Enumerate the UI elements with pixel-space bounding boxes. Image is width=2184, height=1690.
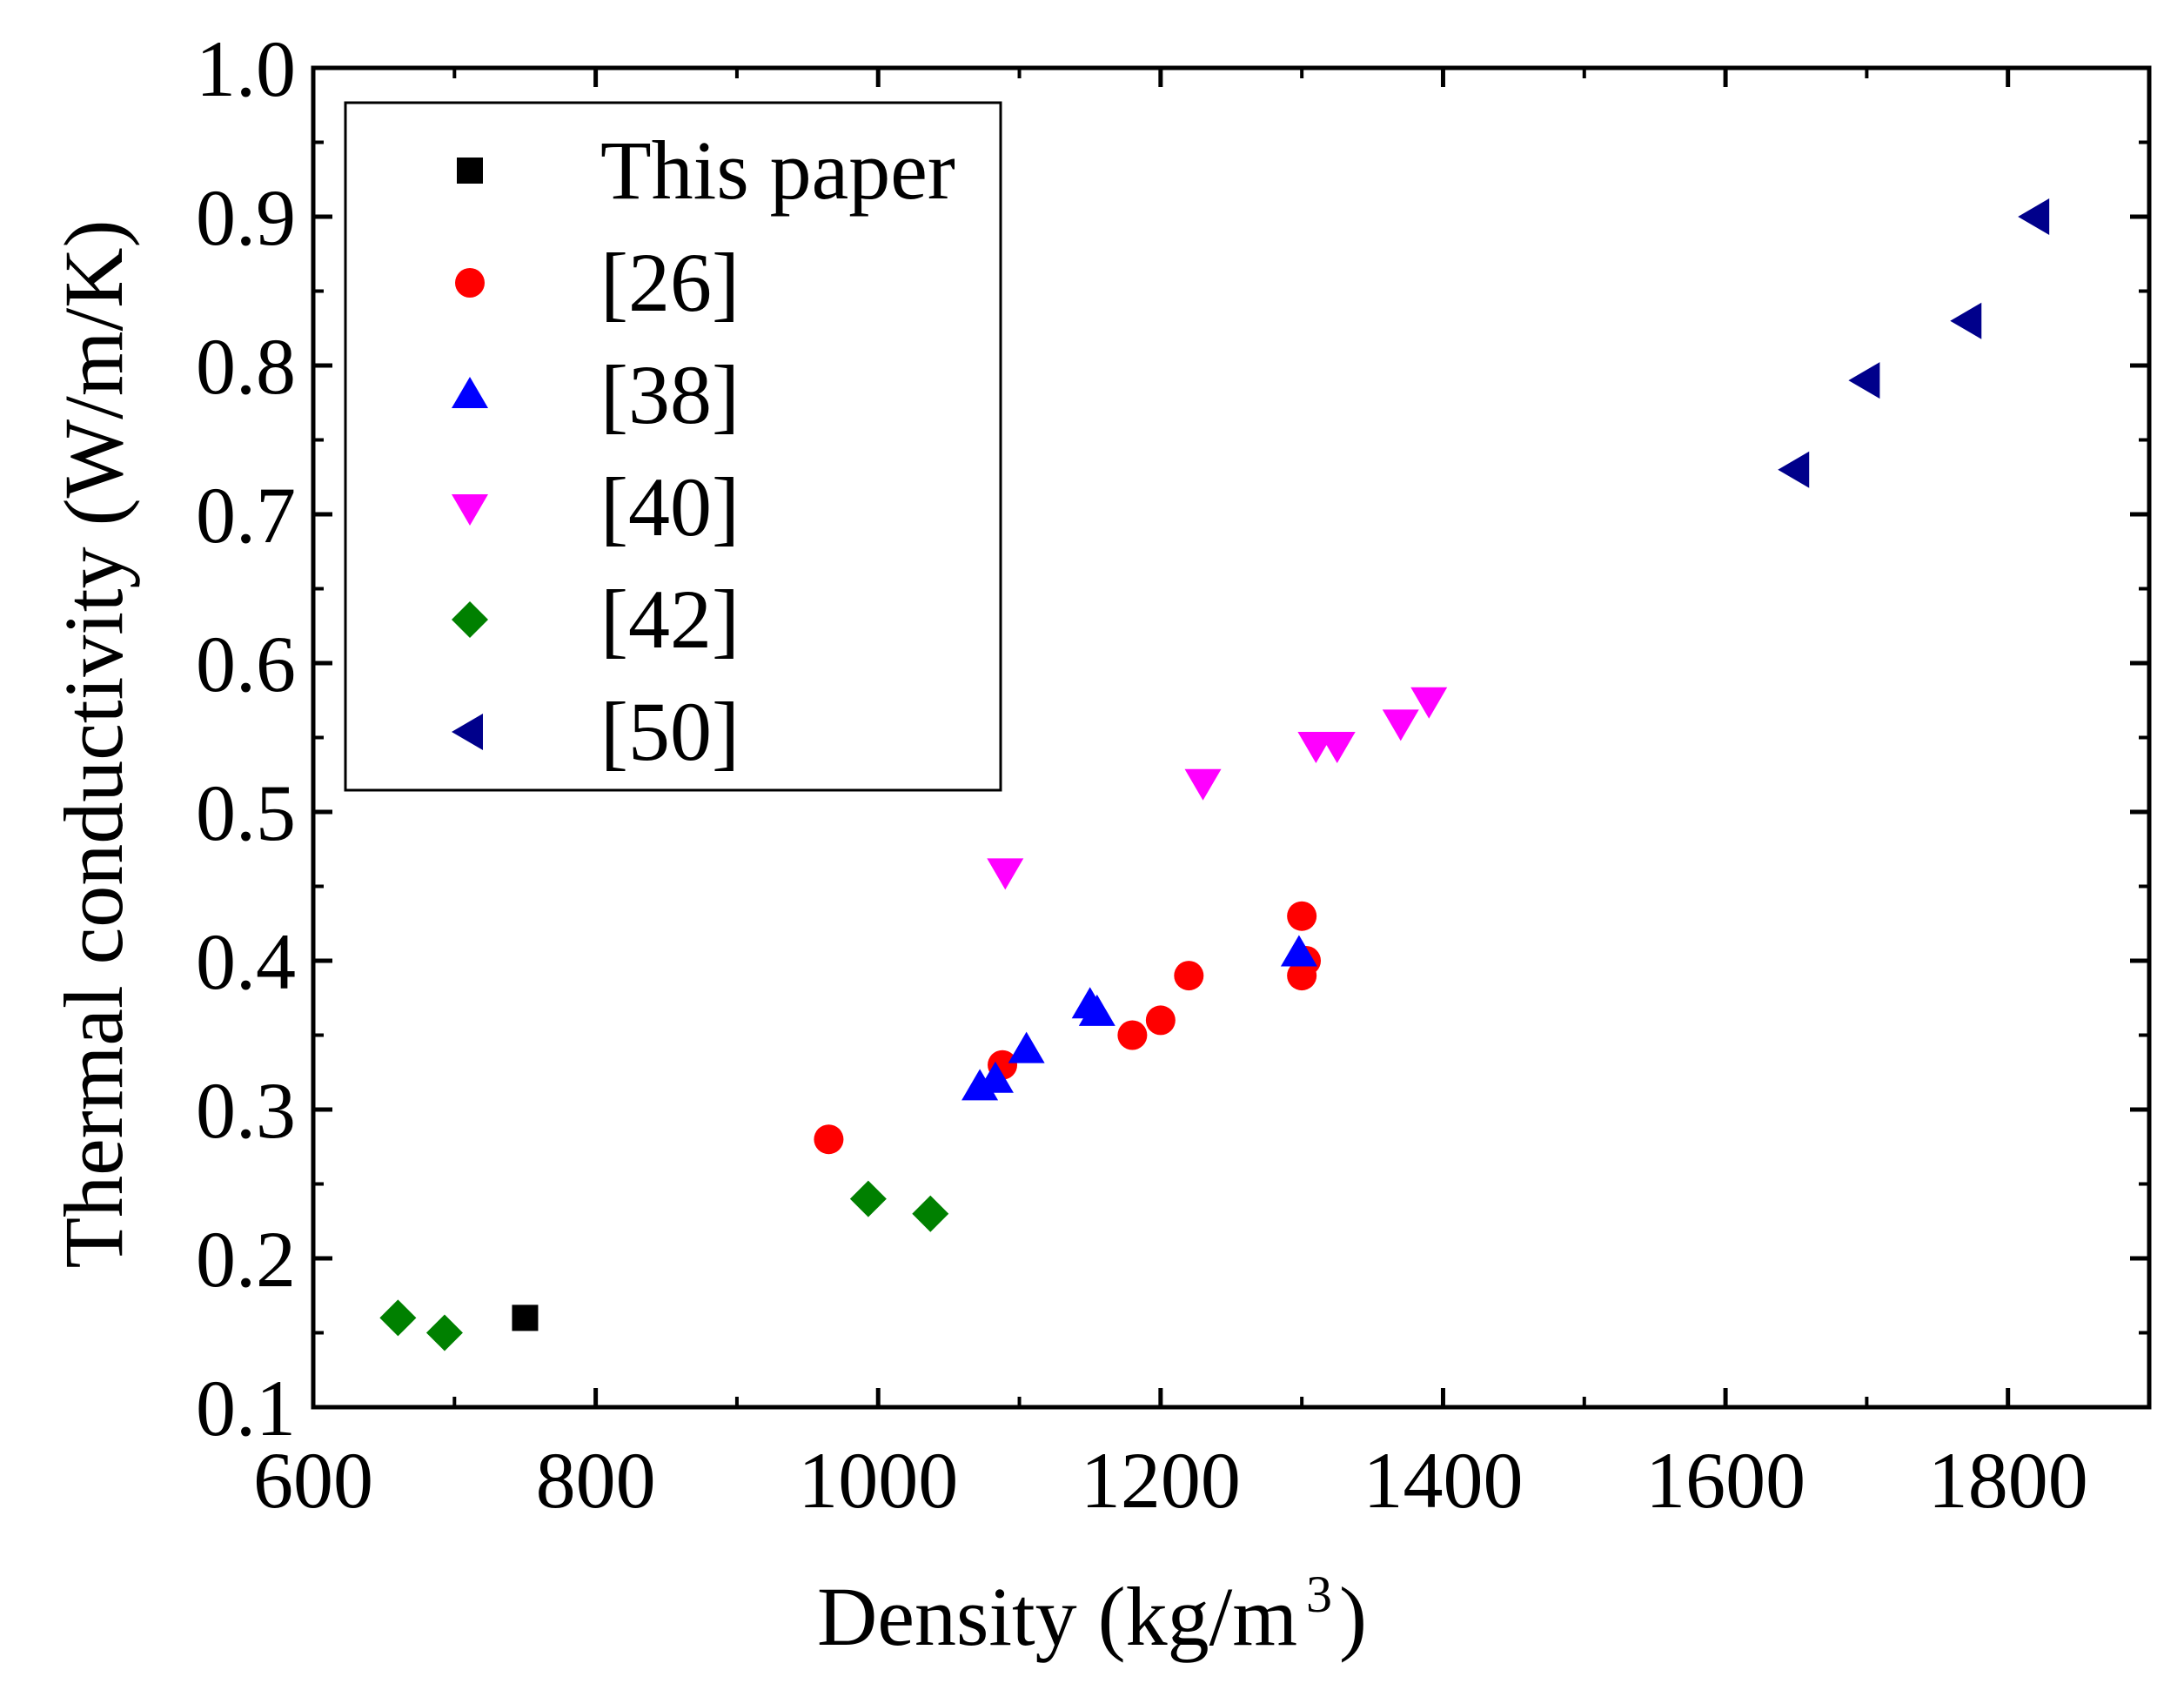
x-tick-label: 1400 xyxy=(1363,1436,1523,1525)
data-point xyxy=(1318,732,1356,764)
data-point xyxy=(1184,768,1222,801)
series-4 xyxy=(987,687,1448,890)
series-6 xyxy=(1778,198,2050,488)
y-tick-label: 1.0 xyxy=(196,24,296,113)
data-point xyxy=(425,1314,463,1351)
y-tick-label: 0.6 xyxy=(196,620,296,708)
y-tick-label: 0.1 xyxy=(196,1364,296,1452)
y-tick-label: 0.3 xyxy=(196,1066,296,1155)
x-tick-label: 1000 xyxy=(798,1436,958,1525)
legend-marker xyxy=(452,601,488,638)
y-tick-label: 0.8 xyxy=(196,322,296,411)
data-points xyxy=(379,198,2050,1351)
legend: This paper [26] [38] [40] [42] [50] xyxy=(344,101,1002,792)
y-tick-label: 0.4 xyxy=(196,917,296,1006)
x-tick-label: 1800 xyxy=(1928,1436,2088,1525)
y-tick-label: 0.2 xyxy=(196,1215,296,1304)
data-point xyxy=(1950,302,1982,339)
x-axis-label-main: Density (kg/m xyxy=(817,1570,1297,1663)
x-tick-label: 1200 xyxy=(1081,1436,1241,1525)
data-point xyxy=(976,1061,1014,1093)
data-point xyxy=(1117,1020,1148,1050)
legend-label: [40] xyxy=(600,460,740,553)
y-tick-label: 0.7 xyxy=(196,471,296,560)
axis-labels: Density (kg/m 3) Thermal conductivity (W/… xyxy=(47,220,1367,1663)
legend-entry: [38] xyxy=(452,348,740,441)
y-tick-label: 0.5 xyxy=(196,768,296,857)
legend-marker xyxy=(452,377,488,408)
data-point xyxy=(1287,901,1317,931)
data-point xyxy=(1287,961,1317,991)
data-point xyxy=(1145,1005,1176,1036)
data-point xyxy=(1078,994,1115,1026)
legend-marker xyxy=(452,714,483,750)
ticks: 600 800 1000 1200 1400 1600 1800 0.1 0.2 0.3 0.4 0.… xyxy=(196,24,2149,1525)
data-point xyxy=(1848,362,1880,399)
data-point xyxy=(1008,1031,1045,1063)
y-axis-label: Thermal conductivity (W/m/K) xyxy=(47,220,140,1269)
legend-entry: [50] xyxy=(452,685,740,778)
data-point xyxy=(849,1180,887,1217)
y-tick-label: 0.9 xyxy=(196,173,296,262)
data-point xyxy=(1410,687,1448,719)
series-3 xyxy=(961,935,1317,1101)
legend-label: [42] xyxy=(600,573,740,666)
data-point xyxy=(2018,198,2050,235)
x-axis-label-sup: 3 xyxy=(1306,1566,1332,1623)
data-point xyxy=(379,1299,417,1337)
legend-entry: This paper xyxy=(457,124,955,217)
series-1 xyxy=(512,1304,539,1331)
legend-marker xyxy=(452,494,488,526)
data-point xyxy=(814,1124,844,1155)
legend-marker xyxy=(457,158,483,184)
x-tick-label: 1600 xyxy=(1645,1436,1805,1525)
series-2 xyxy=(814,901,1322,1155)
data-point xyxy=(912,1195,949,1232)
data-point xyxy=(512,1304,539,1331)
legend-label: [26] xyxy=(600,236,740,329)
legend-label: [50] xyxy=(600,685,740,778)
data-point xyxy=(1382,709,1419,741)
x-tick-label: 800 xyxy=(536,1436,656,1525)
legend-entry: [42] xyxy=(452,573,740,666)
legend-label: This paper xyxy=(600,124,955,217)
series-5 xyxy=(379,1180,949,1351)
legend-box xyxy=(344,101,1002,792)
data-point xyxy=(1778,451,1810,488)
data-point xyxy=(987,858,1024,890)
x-tick-label: 600 xyxy=(253,1436,373,1525)
legend-label: [38] xyxy=(600,348,740,441)
legend-marker xyxy=(455,268,485,298)
x-axis-label-close: ) xyxy=(1339,1570,1367,1663)
legend-entry: [40] xyxy=(452,460,740,553)
data-point xyxy=(1280,935,1317,967)
data-point xyxy=(1174,961,1204,991)
legend-entry: [26] xyxy=(455,236,740,329)
x-axis-label: Density (kg/m 3) xyxy=(817,1566,1367,1663)
